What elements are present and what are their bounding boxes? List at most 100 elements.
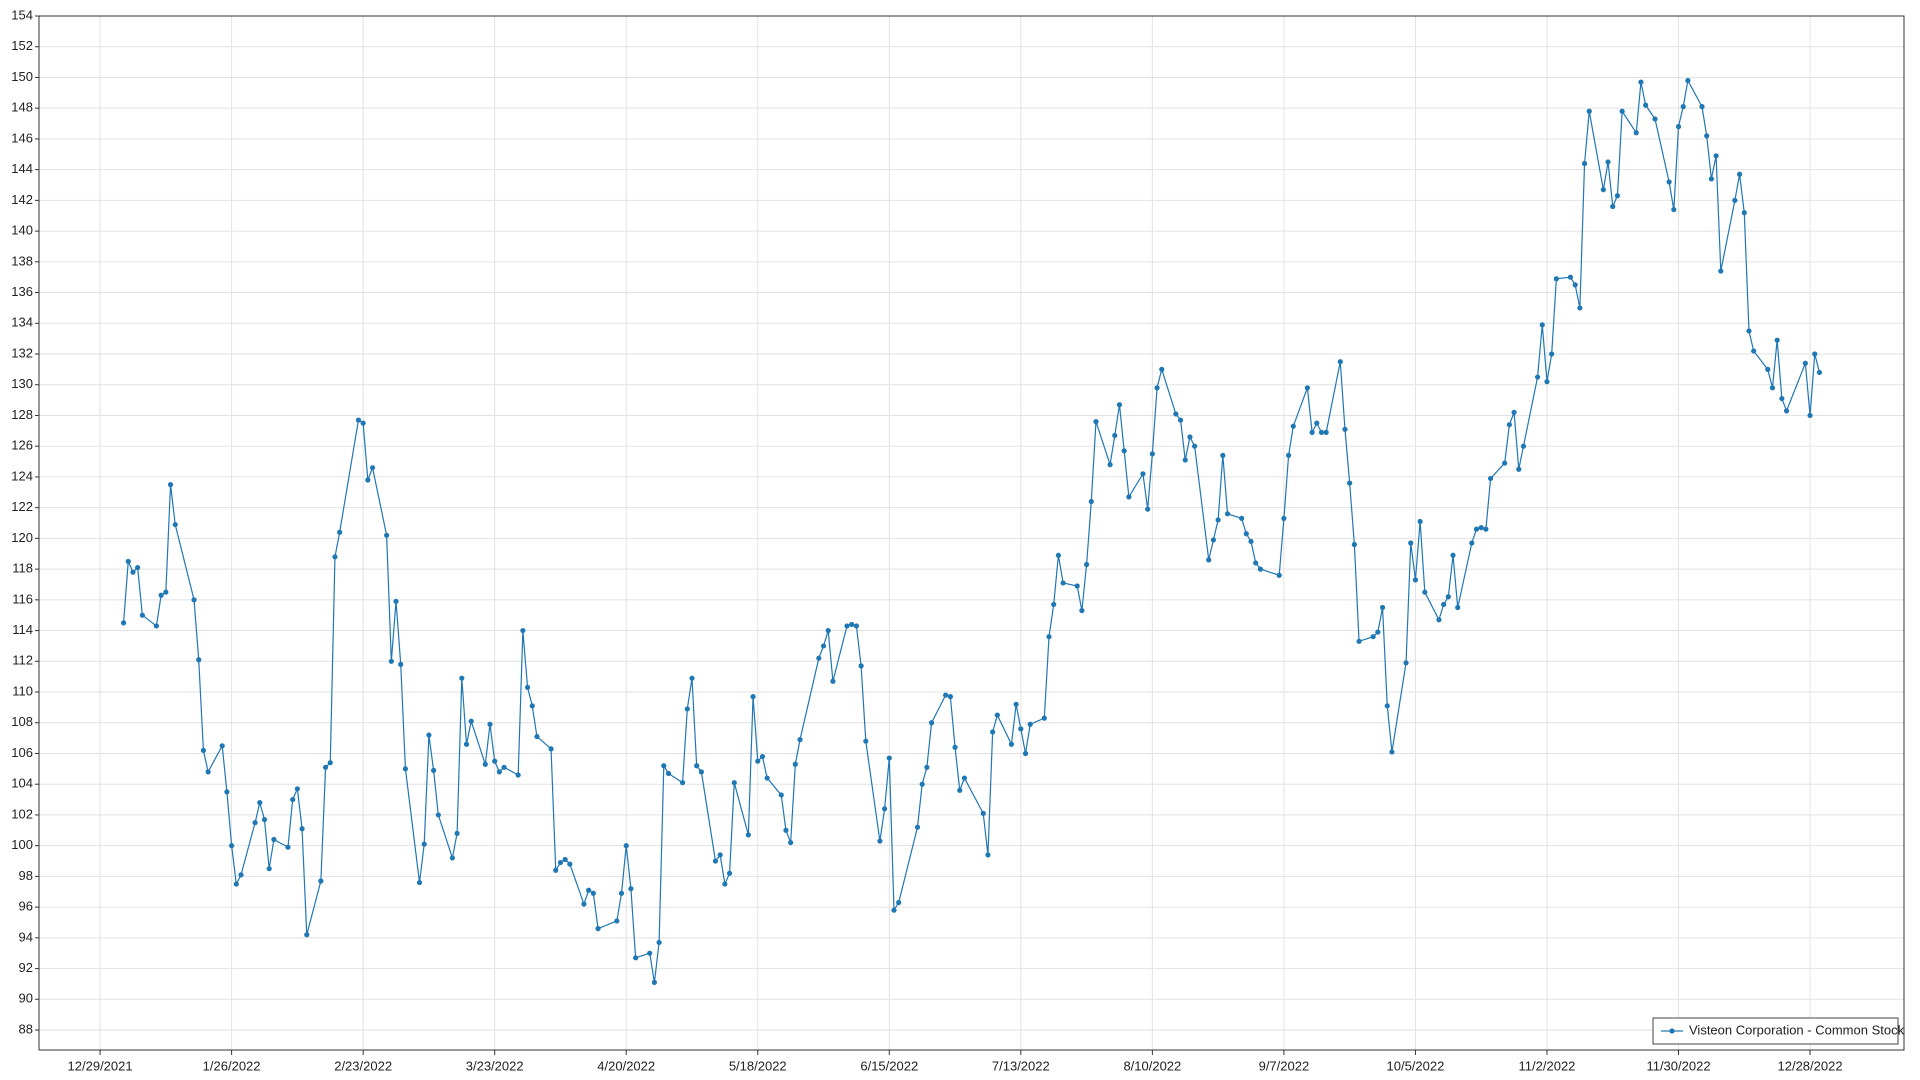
point [825,627,831,634]
point [468,718,474,724]
point [1074,583,1080,589]
point [1276,572,1282,578]
point [205,769,211,775]
point [731,780,737,786]
point [158,592,164,598]
point [1713,153,1719,159]
point [501,764,507,770]
point [365,477,371,483]
point [1605,159,1611,165]
point [416,879,423,886]
point [581,901,587,907]
y-tick-label: 112 [12,653,33,668]
point [628,886,634,892]
point [914,824,921,830]
point [529,703,535,709]
point [647,950,653,956]
point [402,766,409,772]
point [1285,452,1292,459]
point [421,841,427,847]
legend: Visteon Corporation - Common Stock [1652,1017,1905,1045]
point [1417,518,1423,525]
point [717,852,723,858]
point [360,420,366,426]
y-tick-label: 150 [11,69,33,84]
point [1450,552,1456,558]
point [1469,540,1475,546]
point [750,694,756,700]
y-tick-label: 128 [11,407,33,422]
point [1783,408,1790,414]
y-tick-label: 100 [11,837,33,852]
point [426,732,432,738]
point [130,569,136,575]
point [1675,124,1682,130]
point [1314,420,1320,426]
point [1520,443,1527,449]
point [1041,715,1047,721]
point [1553,276,1559,282]
point [1534,374,1541,380]
point [322,764,329,770]
y-tick-label: 118 [12,561,33,576]
point [1610,203,1616,210]
y-tick-label: 108 [11,714,33,729]
y-tick-label: 122 [11,499,33,514]
point [1816,369,1823,376]
x-tick-label: 6/15/2022 [860,1058,918,1073]
point [1704,133,1710,139]
point [172,521,178,528]
point [1088,498,1094,505]
point [1121,448,1127,454]
point [759,753,766,760]
point [219,743,225,749]
point [1441,601,1447,608]
point [496,769,502,775]
point [1619,108,1625,114]
point [726,870,733,876]
point [858,663,864,669]
y-tick-label: 98 [19,868,33,883]
point [1224,511,1231,517]
point [261,816,268,823]
point [534,733,540,740]
point [1577,305,1583,311]
point [764,775,770,781]
y-tick-label: 116 [12,591,33,606]
point [891,907,897,913]
point [1243,531,1249,537]
point [1455,604,1461,611]
point [994,712,1000,718]
point [1347,480,1353,486]
point [1516,466,1522,472]
x-tick-label: 5/18/2022 [729,1058,787,1073]
point [1718,268,1724,274]
point [1549,351,1555,357]
point [1055,552,1062,558]
point [590,890,596,896]
y-tick-label: 134 [11,315,33,330]
point [1008,741,1015,747]
point [1478,525,1484,531]
point [863,738,869,744]
point [1351,541,1357,548]
point [548,746,554,752]
point [120,620,127,626]
point [1586,108,1592,114]
point [783,827,789,833]
point [745,832,751,838]
point [1483,526,1489,532]
point [1083,561,1090,568]
point [463,741,470,747]
x-tick-label: 12/29/2021 [68,1058,133,1073]
point [191,597,197,603]
point [1600,187,1606,193]
point [567,861,573,867]
x-tick-label: 2/23/2022 [334,1058,392,1073]
y-tick-label: 92 [19,960,33,975]
x-tick-label: 10/5/2022 [1387,1058,1445,1073]
point [1544,379,1550,385]
point [1502,460,1508,466]
point [327,760,333,766]
point [1774,337,1780,343]
